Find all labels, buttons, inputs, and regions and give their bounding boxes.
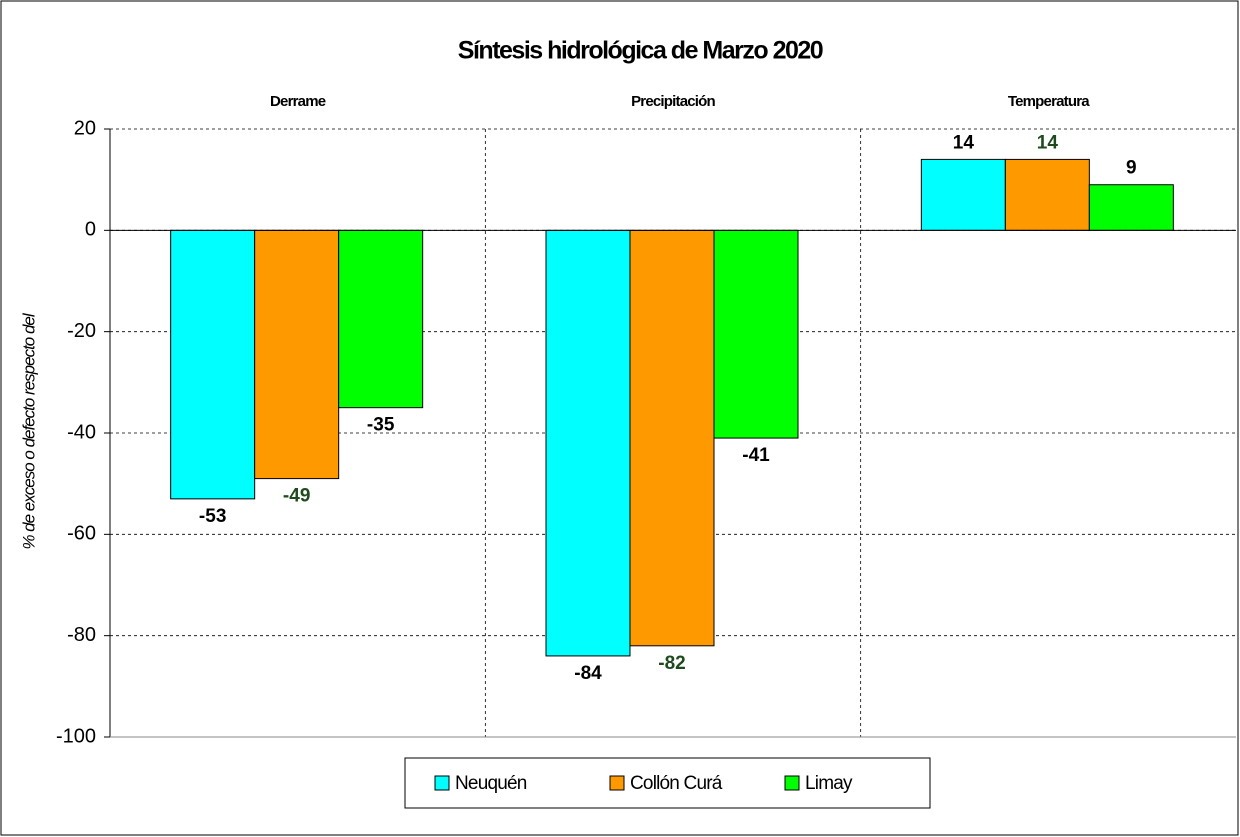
y-tick-label: -60 [67,523,96,545]
y-tick-label: 20 [74,117,96,139]
data-label: 9 [1126,158,1137,179]
category-label: Temperatura [1008,93,1090,110]
legend-swatch [434,775,450,791]
legend-label: Collón Curá [630,773,723,794]
legend [404,757,931,809]
legend-label: Limay [805,773,853,794]
bar [254,229,340,480]
bar [170,229,256,500]
bar [713,229,799,439]
bar [1088,184,1174,231]
category-label: Precipitación [631,93,715,110]
y-tick-label: -80 [67,624,96,646]
chart-title: Síntesis hidrológica de Marzo 2020 [458,37,823,65]
data-label: -35 [367,415,395,436]
data-label: -41 [742,445,770,466]
bar [338,229,424,409]
data-label: -84 [574,663,602,684]
legend-label: Neuquén [455,773,527,794]
data-label: 14 [1037,132,1059,153]
y-axis-label: % de exceso o defecto respecto del [19,312,38,550]
y-tick-label: 0 [85,219,96,241]
data-label: -53 [199,506,226,527]
bar [1004,158,1090,231]
data-label: -49 [283,486,310,507]
data-label: 14 [953,132,975,153]
y-tick-label: -40 [67,421,96,443]
y-tick-label: -20 [67,320,96,342]
legend-swatch [784,775,800,791]
bar [920,158,1006,231]
category-label: Derrame [270,93,326,110]
legend-swatch [609,775,625,791]
y-tick-label: -100 [56,725,96,747]
bar [545,229,631,657]
data-label: -82 [658,653,685,674]
bar [629,229,715,647]
